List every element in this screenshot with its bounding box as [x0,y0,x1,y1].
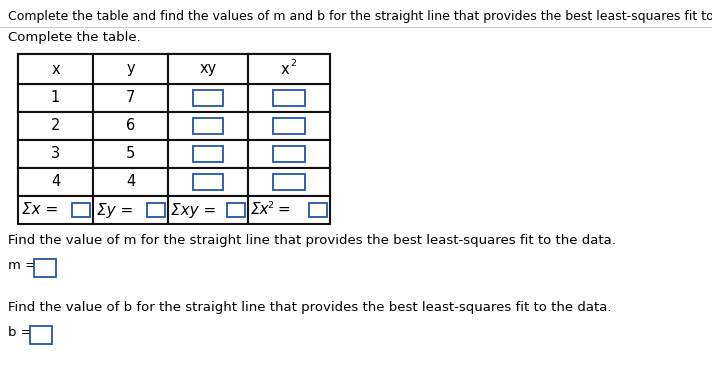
Bar [273,146,305,162]
Text: m =: m = [8,259,41,272]
Bar [248,84,330,112]
Bar [248,168,330,196]
Text: Find the value of m for the straight line that provides the best least-squares f: Find the value of m for the straight lin… [8,234,616,247]
Bar [248,112,330,140]
Bar [168,84,248,112]
Bar [93,168,168,196]
Bar [248,84,330,112]
Text: Σy =: Σy = [97,202,138,218]
Text: Complete the table and find the values of m and b for the straight line that pro: Complete the table and find the values o… [8,10,712,23]
Text: y: y [126,61,135,77]
Bar [168,112,248,140]
Bar [248,196,330,224]
Bar [93,54,168,84]
Text: 4: 4 [126,174,135,189]
Bar [18,112,93,140]
Bar [147,203,165,217]
Bar [72,203,90,217]
Bar [18,168,93,196]
Bar [93,54,168,84]
Text: Σxy =: Σxy = [171,202,221,218]
Bar [168,196,248,224]
Bar [18,140,93,168]
Text: 2: 2 [267,201,273,209]
Bar [18,168,93,196]
Bar [168,168,248,196]
Bar [30,326,52,344]
Text: 3: 3 [51,147,60,161]
Text: Complete the table.: Complete the table. [8,31,141,44]
Bar [248,54,330,84]
Bar [18,54,93,84]
Bar [248,140,330,168]
Bar [93,112,168,140]
Text: Find the value of b for the straight line that provides the best least-squares f: Find the value of b for the straight lin… [8,301,612,314]
Bar [93,112,168,140]
Bar [34,259,56,277]
Bar [18,112,93,140]
Bar [93,140,168,168]
Bar [18,84,93,112]
Bar [93,140,168,168]
Bar [93,84,168,112]
Text: x: x [51,61,60,77]
Bar [168,54,248,84]
Bar [273,174,305,190]
Bar [18,84,93,112]
Bar [248,168,330,196]
Text: Σx =: Σx = [22,202,63,218]
Bar [309,203,327,217]
Bar [193,146,223,162]
Bar [168,168,248,196]
Text: 2: 2 [290,60,296,68]
Bar [18,140,93,168]
Bar [168,140,248,168]
Text: 4: 4 [51,174,60,189]
Bar [273,90,305,106]
Bar [168,140,248,168]
Bar [18,196,93,224]
Text: xy: xy [199,61,216,77]
Text: x: x [281,61,289,77]
Bar [248,112,330,140]
Bar [93,196,168,224]
Bar [168,54,248,84]
Text: b =: b = [8,326,36,339]
Bar [168,112,248,140]
Text: 6: 6 [126,119,135,134]
Bar [168,84,248,112]
Bar [93,84,168,112]
Bar [193,118,223,134]
Text: Σx: Σx [251,202,270,218]
Bar [18,54,93,84]
Bar [193,174,223,190]
Bar [227,203,245,217]
Text: 5: 5 [126,147,135,161]
Bar [248,54,330,84]
Bar [248,140,330,168]
Text: =: = [273,202,295,218]
Bar [193,90,223,106]
Bar [273,118,305,134]
Text: 1: 1 [51,90,60,106]
Text: 7: 7 [126,90,135,106]
Bar [93,168,168,196]
Text: 2: 2 [51,119,61,134]
